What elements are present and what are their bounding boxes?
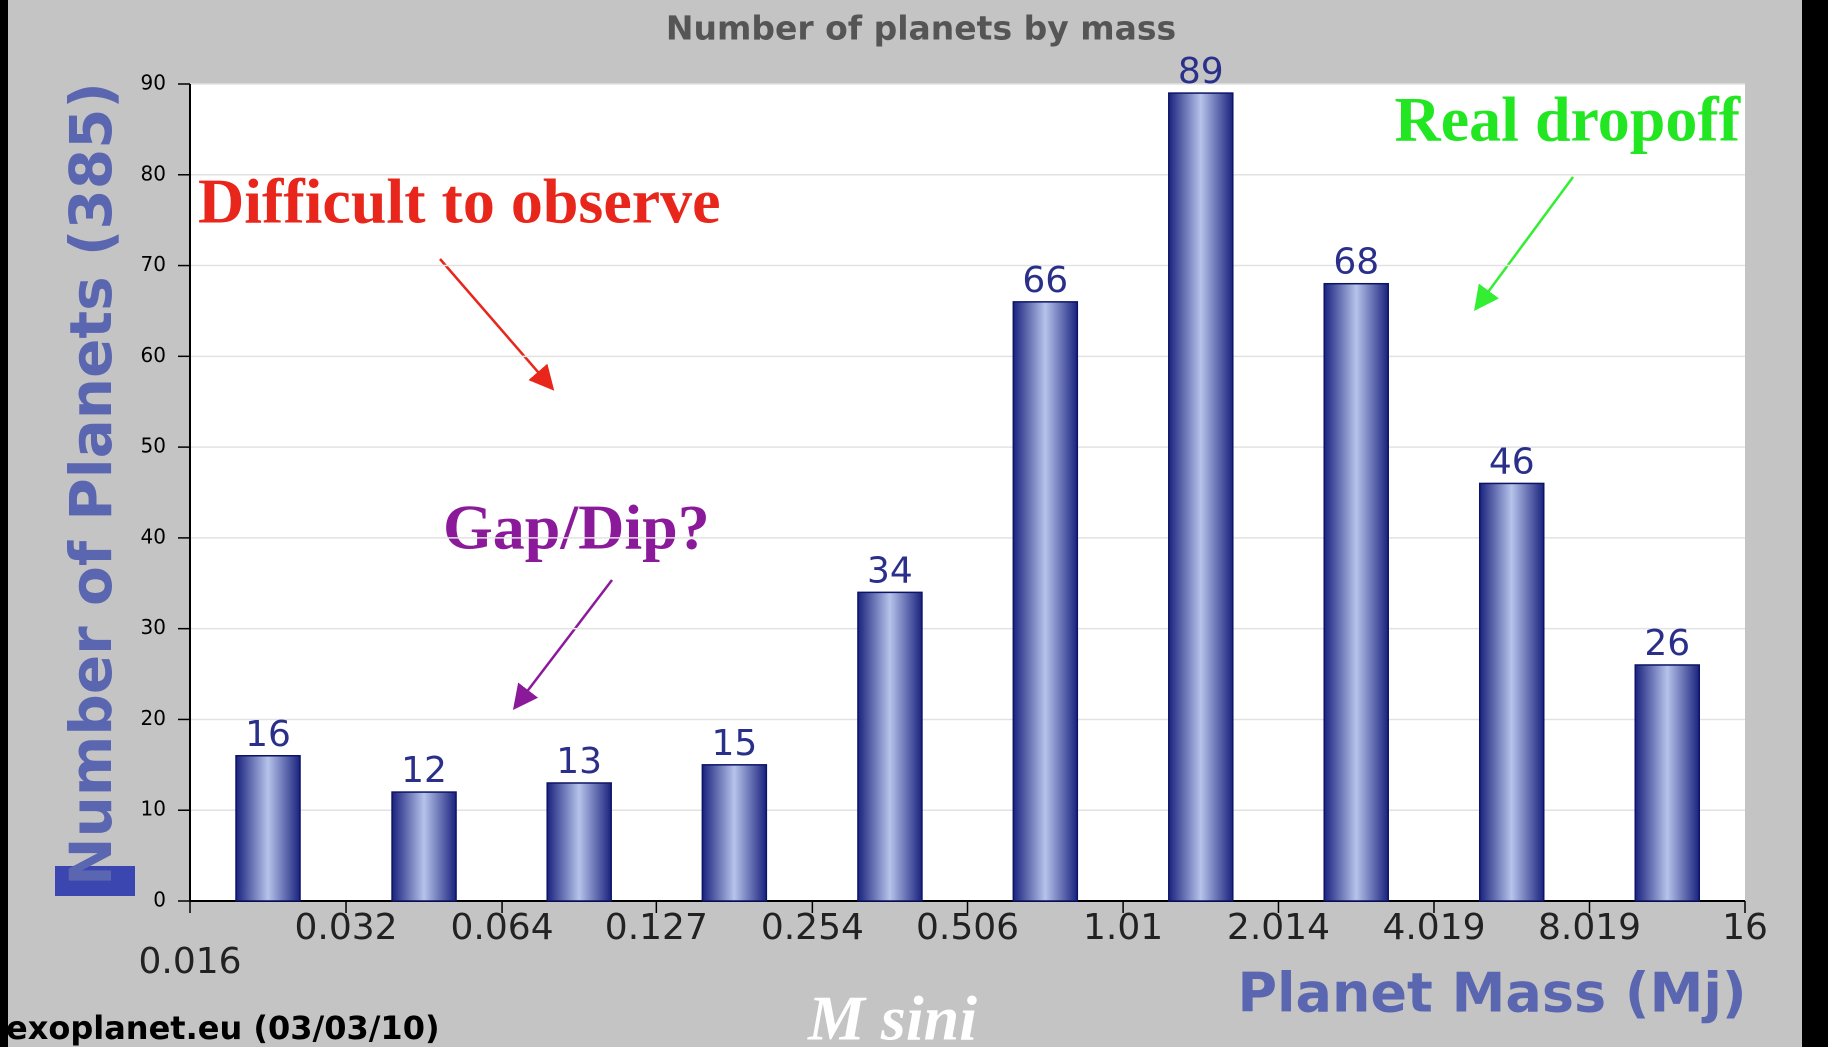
x-axis-label: Planet Mass (Mj) [1237, 962, 1746, 1025]
bar [1323, 282, 1389, 902]
value-label: 26 [1644, 623, 1690, 664]
x-tick-label: 1.01 [1083, 907, 1163, 948]
x-tick-label: 0.254 [761, 907, 864, 948]
x-tick-label: 0.506 [916, 907, 1019, 948]
annotation: Gap/Dip? [443, 492, 710, 563]
y-tick-label: 20 [141, 706, 166, 730]
bar [1168, 92, 1234, 902]
y-tick-label: 40 [141, 524, 166, 548]
y-tick-label: 60 [141, 343, 166, 367]
x-tick-label: 0.127 [605, 907, 708, 948]
x-tick-label: 16 [1722, 907, 1768, 948]
bar [1478, 482, 1545, 902]
y-tick-label: 30 [141, 615, 166, 639]
annotation: Real dropoff [1395, 84, 1741, 155]
y-tick-label: 0 [153, 888, 166, 912]
value-label: 89 [1178, 51, 1224, 92]
value-label: 16 [245, 714, 291, 755]
value-label: 13 [556, 741, 602, 782]
annotation: Difficult to observe [198, 166, 721, 237]
annotation: M sini [807, 983, 977, 1047]
bar [701, 764, 768, 902]
source: exoplanet.eu (03/03/10) [6, 1009, 440, 1047]
y-tick-label: 10 [141, 797, 166, 821]
x-tick-label: 4.019 [1382, 907, 1485, 948]
y-tick-label: 80 [141, 161, 166, 185]
arrow [439, 258, 555, 391]
value-label: 66 [1022, 260, 1068, 301]
value-label: 12 [401, 750, 447, 791]
y-axis-label: Number of Planets (385) [57, 82, 125, 886]
bar [235, 755, 301, 902]
value-label: 46 [1489, 441, 1535, 482]
left-border [0, 0, 8, 1047]
bar [1012, 301, 1079, 902]
x-tick-label: 8.019 [1538, 907, 1641, 948]
bar [857, 591, 923, 902]
y-tick-label: 90 [141, 71, 166, 95]
value-label: 34 [867, 550, 913, 591]
value-label: 15 [711, 723, 757, 764]
bar [391, 791, 457, 902]
bar [546, 782, 612, 902]
slide-decoration [55, 866, 135, 896]
y-tick-label: 50 [141, 434, 166, 458]
value-label: 68 [1333, 242, 1379, 283]
x-tick-label: 0.064 [451, 907, 554, 948]
chart-title: Number of planets by mass [666, 9, 1176, 48]
x-tick-label: 0.032 [295, 907, 398, 948]
arrow [512, 579, 613, 710]
x-tick-label: 0.016 [138, 941, 241, 982]
arrow [1474, 176, 1575, 312]
x-tick-label: 2.014 [1227, 907, 1330, 948]
y-tick-label: 70 [141, 252, 166, 276]
bar [1634, 664, 1700, 902]
